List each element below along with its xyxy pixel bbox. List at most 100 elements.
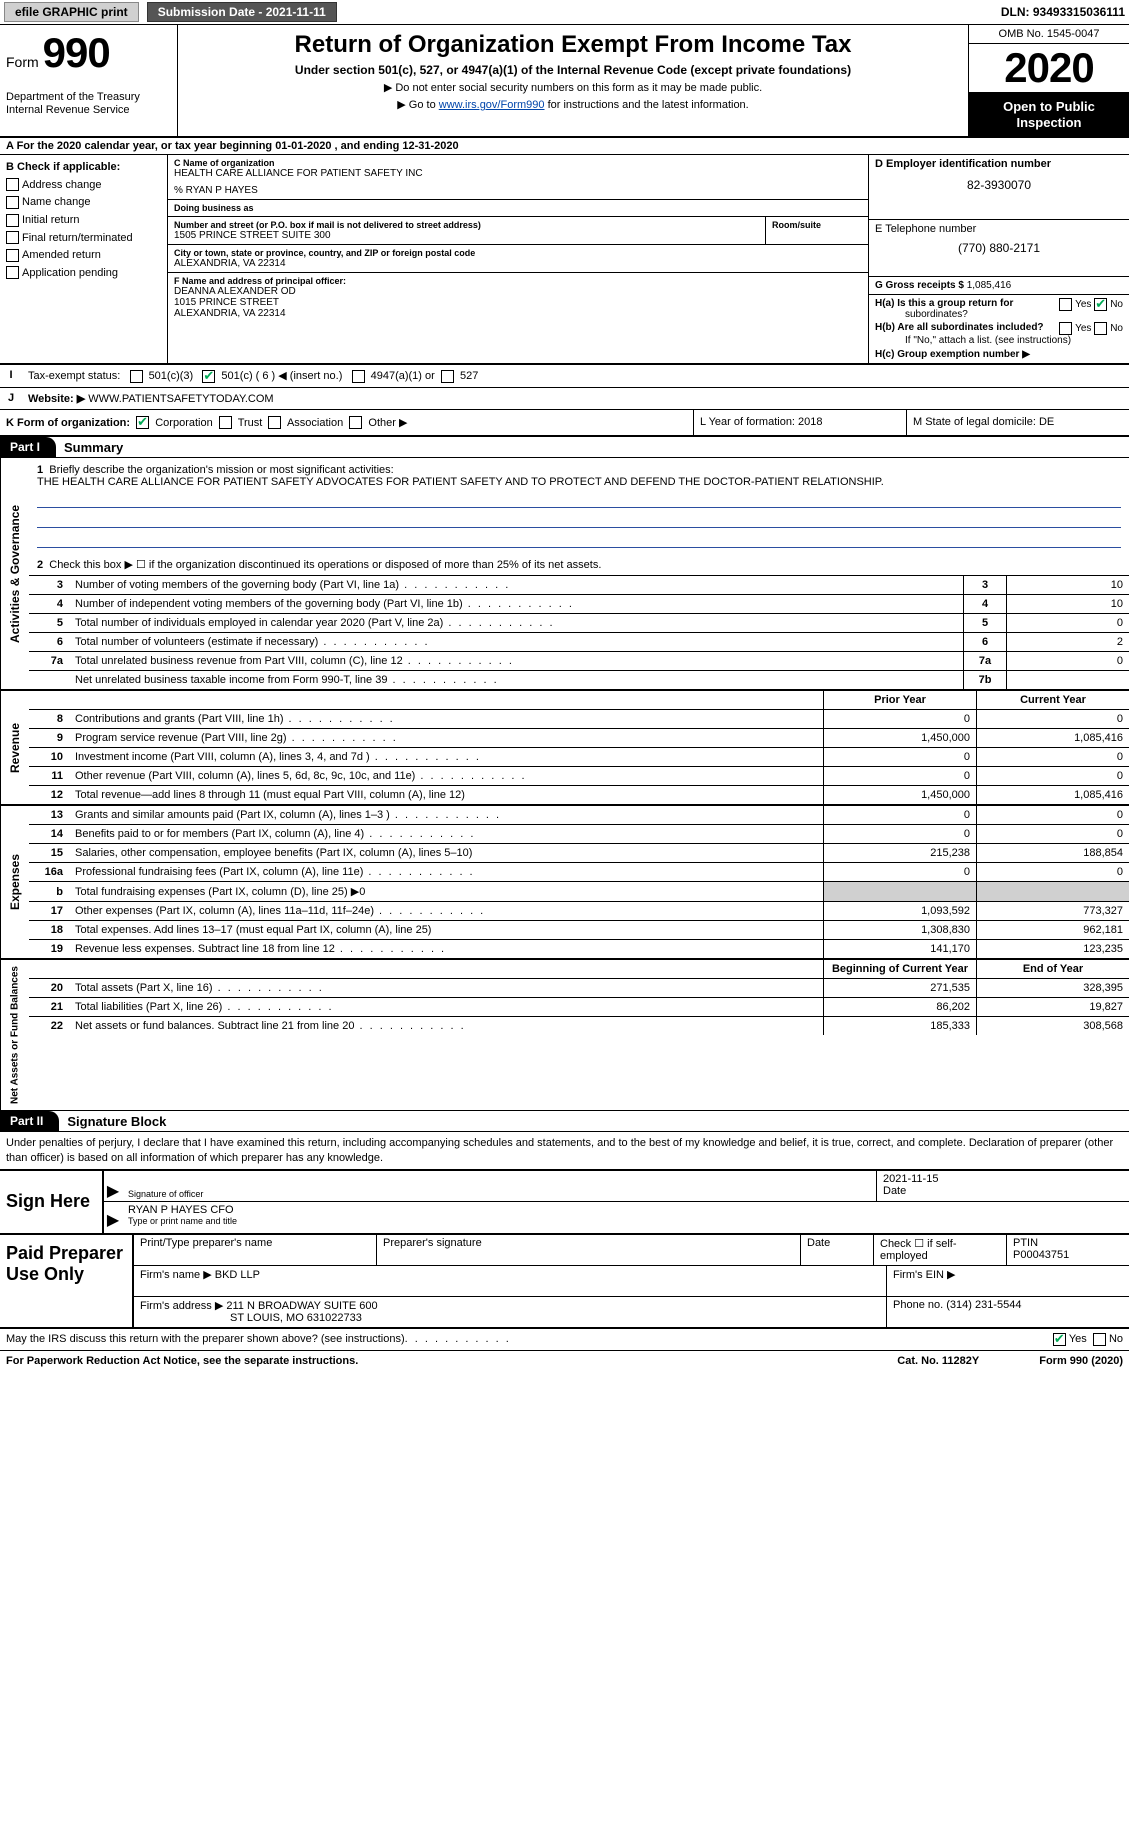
hb-no: No bbox=[1110, 323, 1123, 334]
dept-treasury: Department of the Treasury Internal Reve… bbox=[6, 91, 171, 117]
firm-addr2: ST LOUIS, MO 631022733 bbox=[230, 1312, 362, 1324]
hb-note: If "No," attach a list. (see instruction… bbox=[905, 335, 1123, 346]
part2-title: Signature Block bbox=[59, 1114, 166, 1129]
paid-label: Paid Preparer Use Only bbox=[0, 1235, 132, 1327]
city-label: City or town, state or province, country… bbox=[174, 248, 862, 258]
header-right: OMB No. 1545-0047 2020 Open to Public In… bbox=[968, 25, 1129, 136]
table-row: 15Salaries, other compensation, employee… bbox=[29, 844, 1129, 863]
cb-final[interactable] bbox=[6, 231, 19, 244]
opt-final: Final return/terminated bbox=[22, 232, 133, 244]
cb-501c[interactable] bbox=[202, 370, 215, 383]
cb-initial[interactable] bbox=[6, 214, 19, 227]
prep-sig-label: Preparer's signature bbox=[383, 1237, 794, 1249]
revenue-section: Revenue Prior YearCurrent Year 8Contribu… bbox=[0, 689, 1129, 804]
cb-address-change[interactable] bbox=[6, 178, 19, 191]
part1-header: Part I Summary bbox=[0, 437, 1129, 457]
pra-notice: For Paperwork Reduction Act Notice, see … bbox=[6, 1355, 358, 1367]
line2-text: Check this box ▶ ☐ if the organization d… bbox=[49, 559, 601, 571]
net-assets-section: Net Assets or Fund Balances Beginning of… bbox=[0, 958, 1129, 1111]
table-row: 5Total number of individuals employed in… bbox=[29, 614, 1129, 633]
table-row: 11Other revenue (Part VIII, column (A), … bbox=[29, 767, 1129, 786]
col-b: B Check if applicable: Address change Na… bbox=[0, 155, 168, 363]
open-to-public: Open to Public Inspection bbox=[969, 93, 1129, 136]
org-name-label: C Name of organization bbox=[174, 158, 862, 168]
cb-corp[interactable] bbox=[136, 416, 149, 429]
form-number: 990 bbox=[43, 29, 110, 77]
instruction-1: ▶ Do not enter social security numbers o… bbox=[184, 81, 962, 94]
opt-trust: Trust bbox=[238, 417, 263, 429]
open-line1: Open to Public bbox=[973, 99, 1125, 115]
org-name: HEALTH CARE ALLIANCE FOR PATIENT SAFETY … bbox=[174, 168, 862, 179]
cb-527[interactable] bbox=[441, 370, 454, 383]
table-row: 8Contributions and grants (Part VIII, li… bbox=[29, 710, 1129, 729]
prep-date-label: Date bbox=[807, 1237, 867, 1249]
submission-tab: Submission Date - 2021-11-11 bbox=[147, 2, 337, 22]
hb-label: H(b) Are all subordinates included? bbox=[875, 322, 1044, 333]
firm-addr-label: Firm's address ▶ bbox=[140, 1300, 223, 1312]
table-row: 6Total number of volunteers (estimate if… bbox=[29, 633, 1129, 652]
line-a: A For the 2020 calendar year, or tax yea… bbox=[0, 138, 1129, 155]
firm-phone: (314) 231-5544 bbox=[946, 1299, 1021, 1311]
cb-assoc[interactable] bbox=[268, 416, 281, 429]
table-row: 17Other expenses (Part IX, column (A), l… bbox=[29, 902, 1129, 921]
opt-initial: Initial return bbox=[22, 214, 79, 226]
m-state: M State of legal domicile: DE bbox=[906, 410, 1129, 436]
part1-tab: Part I bbox=[0, 437, 56, 457]
cb-ha-no[interactable] bbox=[1094, 298, 1107, 311]
vert-exp: Expenses bbox=[0, 806, 29, 958]
gov-table: 3Number of voting members of the governi… bbox=[29, 575, 1129, 689]
ha-yes: Yes bbox=[1075, 299, 1091, 310]
prep-name-label: Print/Type preparer's name bbox=[140, 1237, 370, 1249]
exp-table: 13Grants and similar amounts paid (Part … bbox=[29, 806, 1129, 958]
opt-other: Other ▶ bbox=[368, 417, 407, 429]
paid-row-2: Firm's name ▶ BKD LLP Firm's EIN ▶ bbox=[134, 1266, 1129, 1297]
ptin-value: P00043751 bbox=[1013, 1249, 1123, 1261]
sig-officer-cell[interactable]: Signature of officer bbox=[122, 1171, 876, 1201]
discuss-yes: Yes bbox=[1069, 1333, 1087, 1345]
dept-line1: Department of the Treasury bbox=[6, 91, 171, 104]
dba-label: Doing business as bbox=[174, 203, 862, 213]
dept-line2: Internal Revenue Service bbox=[6, 104, 171, 117]
row-k: K Form of organization: Corporation Trus… bbox=[0, 410, 1129, 438]
phone-label: E Telephone number bbox=[875, 223, 1123, 235]
begin-head: Beginning of Current Year bbox=[824, 960, 977, 979]
table-row: 13Grants and similar amounts paid (Part … bbox=[29, 806, 1129, 825]
cb-name-change[interactable] bbox=[6, 196, 19, 209]
firm-name-label: Firm's name ▶ bbox=[140, 1269, 212, 1281]
paid-preparer-block: Paid Preparer Use Only Print/Type prepar… bbox=[0, 1235, 1129, 1329]
officer-typed: RYAN P HAYES CFO Type or print name and … bbox=[122, 1202, 1129, 1230]
cb-other[interactable] bbox=[349, 416, 362, 429]
vert-net: Net Assets or Fund Balances bbox=[0, 960, 29, 1110]
cb-discuss-no[interactable] bbox=[1093, 1333, 1106, 1346]
table-row: Beginning of Current YearEnd of Year bbox=[29, 960, 1129, 979]
opt-name: Name change bbox=[22, 196, 91, 208]
opt-501c3: 501(c)(3) bbox=[149, 370, 194, 382]
efile-tab[interactable]: efile GRAPHIC print bbox=[4, 2, 139, 22]
cb-hb-yes[interactable] bbox=[1059, 322, 1072, 335]
hb-yes: Yes bbox=[1075, 323, 1091, 334]
type-name-label: Type or print name and title bbox=[128, 1216, 1123, 1226]
cb-ha-yes[interactable] bbox=[1059, 298, 1072, 311]
j-label: J bbox=[0, 388, 22, 409]
cb-app-pending[interactable] bbox=[6, 266, 19, 279]
table-row: Prior YearCurrent Year bbox=[29, 691, 1129, 710]
rule-2 bbox=[37, 511, 1121, 528]
cb-hb-no[interactable] bbox=[1094, 322, 1107, 335]
officer-label: F Name and address of principal officer: bbox=[174, 276, 862, 286]
irs-link[interactable]: www.irs.gov/Form990 bbox=[439, 99, 545, 111]
opt-pending: Application pending bbox=[22, 267, 118, 279]
rule-3 bbox=[37, 531, 1121, 548]
sig-date-value: 2021-11-15 bbox=[883, 1173, 1123, 1185]
gross-value: 1,085,416 bbox=[967, 280, 1012, 291]
cb-discuss-yes[interactable] bbox=[1053, 1333, 1066, 1346]
cb-trust[interactable] bbox=[219, 416, 232, 429]
cb-4947[interactable] bbox=[352, 370, 365, 383]
hc-label: H(c) Group exemption number ▶ bbox=[875, 349, 1030, 360]
self-emp-label: Check ☐ if self-employed bbox=[880, 1237, 1000, 1262]
cb-501c3[interactable] bbox=[130, 370, 143, 383]
firm-name: BKD LLP bbox=[215, 1269, 260, 1281]
paid-row-1: Print/Type preparer's name Preparer's si… bbox=[134, 1235, 1129, 1266]
cb-amended[interactable] bbox=[6, 249, 19, 262]
table-row: 3Number of voting members of the governi… bbox=[29, 576, 1129, 595]
vert-gov: Activities & Governance bbox=[0, 458, 29, 689]
